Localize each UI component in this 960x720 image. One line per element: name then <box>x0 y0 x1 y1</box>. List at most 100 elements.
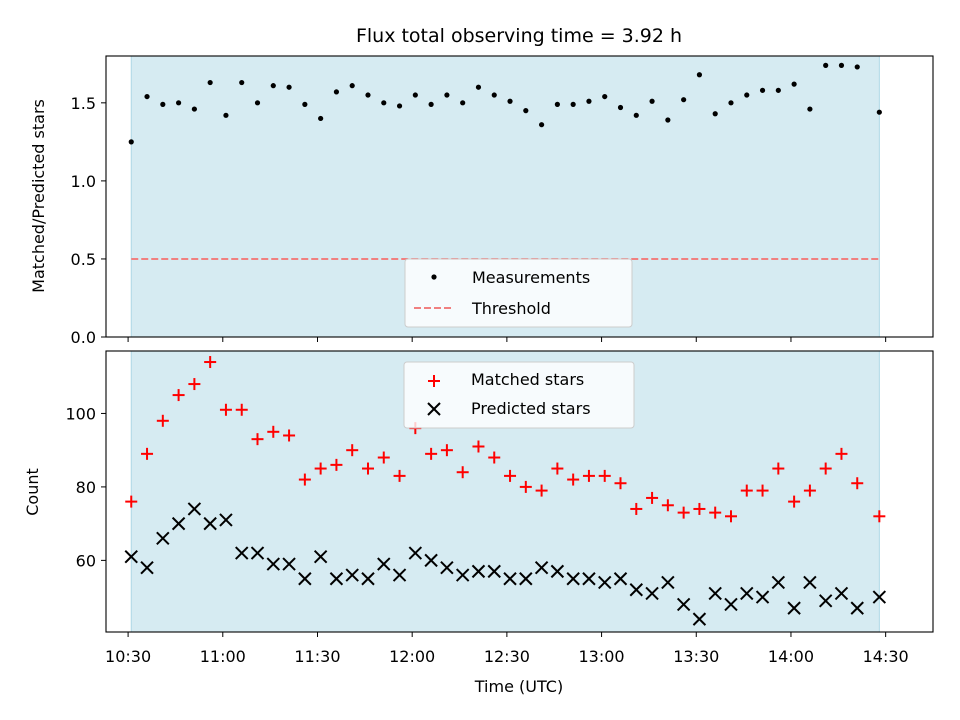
predicted-star-point <box>645 586 659 601</box>
matched-star-point <box>646 491 659 504</box>
predicted-star-point <box>834 586 849 601</box>
matched-star-point <box>393 469 406 482</box>
x-tick-label: 12:00 <box>389 647 435 666</box>
matched-star-point <box>361 462 374 475</box>
measurement-point <box>633 112 639 118</box>
measurement-point <box>270 83 276 89</box>
matched-star-point <box>330 458 343 471</box>
measurement-point <box>223 112 229 118</box>
matched-star-point <box>504 469 517 482</box>
x-tick-label: 13:30 <box>673 647 719 666</box>
matched-star-point <box>298 473 311 486</box>
count-y-tick-label: 100 <box>65 404 96 423</box>
count-y-axis-ticks: 60 80 100 <box>65 404 106 570</box>
matched-star-point <box>267 425 280 438</box>
predicted-star-point <box>550 564 565 579</box>
measurement-point <box>444 92 450 98</box>
matched-star-point <box>614 477 627 490</box>
count-y-tick-label: 80 <box>76 478 96 497</box>
measurement-point <box>728 100 734 106</box>
count-panel: 60 80 100 10:30 11:00 11:30 12:00 12:30 13:00 13… <box>23 350 934 696</box>
matched-star-point <box>188 378 201 391</box>
measurement-point <box>744 92 750 98</box>
count-panel-frame <box>105 350 934 633</box>
measurement-point <box>191 106 197 112</box>
ratio-legend: Measurements Threshold <box>404 258 633 328</box>
predicted-star-point <box>203 516 217 531</box>
x-tick-label: 13:00 <box>579 647 625 666</box>
measurement-point <box>475 84 482 90</box>
matched-star-point <box>472 440 485 453</box>
matched-star-point <box>519 480 532 493</box>
matched-star-point <box>835 447 848 460</box>
matched-star-point <box>535 484 548 497</box>
measurement-point <box>144 93 150 100</box>
measurement-point <box>759 87 766 93</box>
predicted-star-point <box>740 586 754 601</box>
predicted-star-point <box>692 612 707 626</box>
matched-star-point <box>251 433 264 446</box>
legend-predicted-marker <box>427 402 441 416</box>
predicted-star-point <box>582 572 596 586</box>
measurement-point <box>602 93 608 100</box>
matched-star-point <box>819 462 832 475</box>
matched-star-point <box>873 510 886 523</box>
measurement-point <box>838 62 845 68</box>
ratio-y-tick-label: 1.5 <box>71 94 96 113</box>
predicted-star-point <box>708 586 722 601</box>
ratio-x-axis-ticks <box>127 337 887 342</box>
matched-star-point <box>677 506 690 519</box>
measurement-point <box>807 106 813 112</box>
predicted-star-point <box>345 568 359 582</box>
measurement-point <box>712 111 718 117</box>
predicted-star-point <box>598 575 612 590</box>
predicted-star-point <box>534 561 549 575</box>
predicted-star-point <box>661 575 675 590</box>
measurement-point <box>507 98 513 104</box>
legend-matched-marker <box>428 375 440 387</box>
measurement-point <box>649 98 655 104</box>
predicted-star-point <box>803 575 817 590</box>
measurement-point <box>681 97 687 103</box>
measurement-point <box>665 117 671 123</box>
measurement-point <box>333 89 340 95</box>
legend-matched-label: Matched stars <box>471 370 584 389</box>
matched-star-point <box>582 469 595 482</box>
matched-star-point <box>788 495 801 508</box>
legend-measurements-label: Measurements <box>472 268 590 287</box>
measurement-points <box>128 62 882 145</box>
chart-title: Flux total observing time = 3.92 h <box>356 25 682 47</box>
matched-star-point <box>156 414 169 427</box>
predicted-star-point <box>235 546 249 560</box>
measurement-point <box>491 92 497 98</box>
measurement-point <box>428 101 434 107</box>
measurement-point <box>854 64 860 70</box>
predicted-star-point <box>787 601 801 615</box>
matched-star-point <box>740 484 753 497</box>
predicted-star-point <box>329 572 344 586</box>
matched-star-point <box>772 462 785 475</box>
measurement-point <box>381 100 387 106</box>
predicted-star-point <box>140 561 154 575</box>
matched-star-point <box>567 473 580 486</box>
measurement-point <box>823 62 829 68</box>
x-tick-label: 11:00 <box>200 647 246 666</box>
matched-star-point <box>551 462 564 475</box>
predicted-star-point <box>266 557 281 571</box>
matched-star-point <box>724 510 737 523</box>
matched-star-point <box>756 484 769 497</box>
x-tick-label: 14:30 <box>863 647 909 666</box>
measurement-point <box>538 122 545 128</box>
predicted-star-point <box>187 502 202 516</box>
predicted-star-point <box>219 513 233 527</box>
predicted-star-point <box>392 568 407 582</box>
predicted-star-point <box>676 597 691 612</box>
legend-predicted-label: Predicted stars <box>471 399 591 418</box>
predicted-star-point <box>313 549 328 564</box>
matched-star-point <box>172 389 185 402</box>
count-x-axis-ticks: 10:30 11:00 11:30 12:00 12:30 13:00 13:30 14:00… <box>105 632 909 666</box>
matched-star-point <box>598 469 611 482</box>
matched-star-point <box>851 477 864 490</box>
x-tick-label: 10:30 <box>105 647 151 666</box>
